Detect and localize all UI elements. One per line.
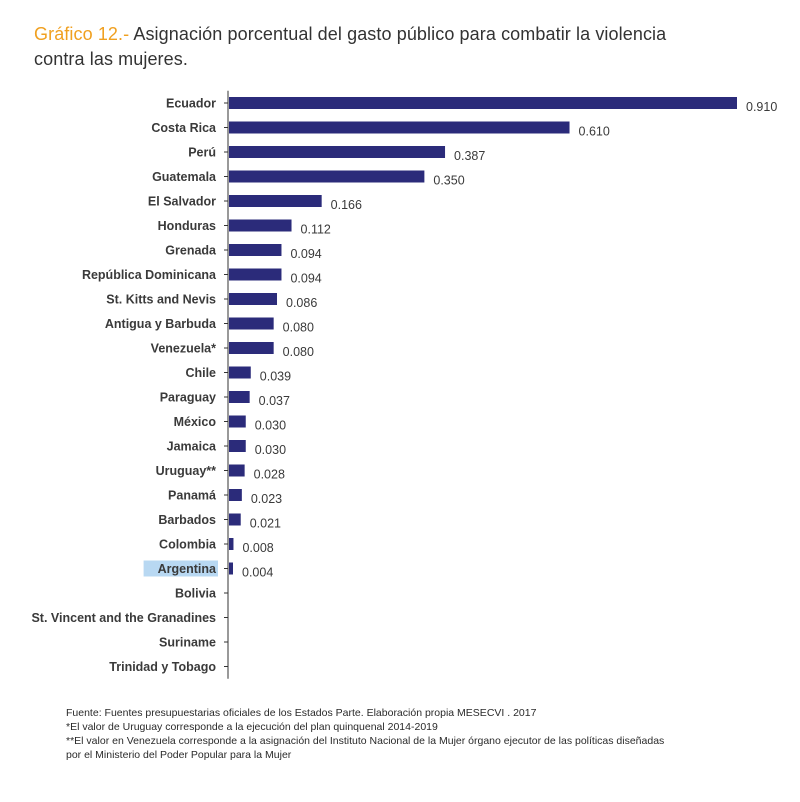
value-label: 0.030 [255, 419, 286, 433]
category-label: Bolivia [175, 587, 217, 601]
category-label: Honduras [158, 219, 216, 233]
bar [229, 342, 274, 354]
bar [229, 121, 570, 134]
bar [229, 195, 322, 207]
category-label: República Dominicana [82, 268, 217, 282]
value-label: 0.080 [283, 345, 314, 359]
chart-notes: Fuente: Fuentes presupuestarias oficiale… [66, 706, 786, 762]
value-label: 0.086 [286, 296, 317, 310]
category-label: Barbados [158, 513, 216, 527]
bar [229, 415, 246, 428]
bar [229, 513, 241, 526]
category-label: Panamá [168, 489, 216, 503]
bar [229, 366, 251, 379]
value-label: 0.094 [290, 272, 321, 286]
value-label: 0.166 [331, 198, 362, 212]
category-label: St. Kitts and Nevis [106, 293, 216, 307]
source-note: Fuente: Fuentes presupuestarias oficiale… [66, 707, 537, 719]
value-label: 0.387 [454, 149, 485, 163]
value-label: 0.094 [290, 247, 321, 261]
value-label: 0.039 [260, 370, 291, 384]
chart-title-line1: Asignación porcentual del gasto público … [129, 24, 667, 44]
category-label: Argentina [158, 562, 217, 576]
category-label: Paraguay [160, 391, 216, 405]
bar [229, 562, 233, 575]
category-label: Antigua y Barbuda [105, 317, 217, 331]
value-label: 0.610 [579, 125, 610, 139]
value-label: 0.037 [259, 394, 290, 408]
category-label: Costa Rica [151, 121, 217, 135]
venezuela-note-line1: **El valor en Venezuela corresponde a la… [66, 735, 665, 747]
bar [229, 170, 425, 183]
category-label: St. Vincent and the Granadines [31, 611, 216, 625]
category-highlight [143, 560, 218, 577]
venezuela-note-line2: por el Ministerio del Poder Popular para… [66, 749, 292, 761]
bar [229, 244, 282, 256]
bar [229, 489, 242, 501]
value-label: 0.008 [242, 541, 273, 555]
chart-title-line2: contra las mujeres. [34, 49, 188, 69]
bar [229, 538, 234, 550]
bar [229, 268, 282, 281]
bar [229, 219, 292, 232]
chart-title-prefix: Gráfico 12.- [34, 24, 130, 44]
value-label: 0.080 [283, 321, 314, 335]
bar [229, 464, 245, 477]
category-label: Ecuador [166, 97, 216, 111]
bar [229, 146, 446, 158]
value-label: 0.023 [251, 492, 282, 506]
uruguay-note: *El valor de Uruguay corresponde a la ej… [66, 721, 438, 733]
category-label: Uruguay** [156, 464, 217, 478]
chart-title: Gráfico 12.- Asignación porcentual del g… [34, 22, 754, 72]
bar [229, 440, 246, 452]
value-label: 0.112 [301, 223, 331, 237]
category-label: México [174, 415, 217, 429]
value-label: 0.350 [433, 174, 464, 188]
category-label: Guatemala [152, 170, 217, 184]
category-label: Perú [188, 146, 216, 160]
category-label: Chile [185, 366, 216, 380]
category-label: Suriname [159, 636, 216, 650]
value-label: 0.910 [746, 100, 777, 114]
bar [229, 317, 274, 330]
bar [229, 97, 737, 109]
category-label: Colombia [159, 538, 217, 552]
category-label: El Salvador [148, 195, 216, 209]
category-label: Grenada [165, 244, 217, 258]
value-label: 0.030 [255, 443, 286, 457]
category-label: Venezuela* [151, 342, 216, 356]
category-label: Trinidad y Tobago [109, 660, 216, 674]
bar [229, 391, 250, 403]
value-label: 0.028 [254, 468, 285, 482]
bar-chart: Ecuador 0.910 Costa Rica 0.610 Perú 0.387 Guat… [31, 90, 777, 679]
bar [229, 293, 278, 305]
value-label: 0.021 [250, 517, 281, 531]
category-label: Jamaica [167, 440, 217, 454]
value-label: 0.004 [242, 566, 273, 580]
